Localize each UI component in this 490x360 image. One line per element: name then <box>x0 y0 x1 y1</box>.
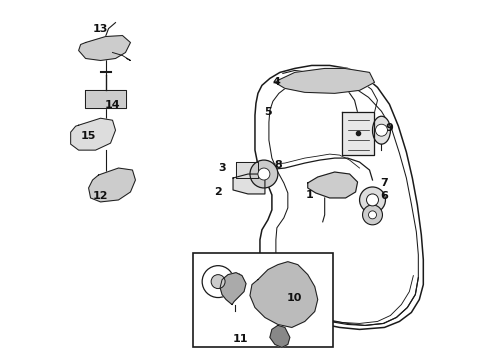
Text: 15: 15 <box>81 131 97 141</box>
Text: 2: 2 <box>214 187 222 197</box>
Text: 7: 7 <box>381 178 389 188</box>
Ellipse shape <box>372 116 391 144</box>
Text: 11: 11 <box>232 334 248 345</box>
Text: 5: 5 <box>264 107 272 117</box>
Text: 14: 14 <box>105 100 121 110</box>
Circle shape <box>368 211 376 219</box>
Polygon shape <box>220 273 246 305</box>
Text: 4: 4 <box>273 77 281 87</box>
Circle shape <box>367 194 378 206</box>
Polygon shape <box>78 36 130 60</box>
Text: 6: 6 <box>381 191 389 201</box>
Text: 9: 9 <box>386 123 393 133</box>
Circle shape <box>363 205 383 225</box>
Text: 13: 13 <box>93 24 108 33</box>
Polygon shape <box>342 112 374 155</box>
Polygon shape <box>233 174 265 194</box>
Circle shape <box>375 124 388 136</box>
Text: 1: 1 <box>306 190 314 200</box>
Text: 10: 10 <box>287 293 302 302</box>
Polygon shape <box>308 172 358 198</box>
Circle shape <box>202 266 234 298</box>
Polygon shape <box>275 68 374 93</box>
Polygon shape <box>270 325 290 347</box>
Polygon shape <box>236 162 258 178</box>
Polygon shape <box>89 168 135 202</box>
Circle shape <box>360 187 386 213</box>
Circle shape <box>211 275 225 289</box>
Circle shape <box>258 168 270 180</box>
Text: 3: 3 <box>218 163 226 173</box>
Text: 12: 12 <box>93 191 108 201</box>
Ellipse shape <box>233 274 243 289</box>
Bar <box>193 253 333 347</box>
Polygon shape <box>85 90 126 108</box>
Text: 8: 8 <box>274 160 282 170</box>
Circle shape <box>250 160 278 188</box>
Polygon shape <box>250 262 318 328</box>
Polygon shape <box>71 118 116 150</box>
